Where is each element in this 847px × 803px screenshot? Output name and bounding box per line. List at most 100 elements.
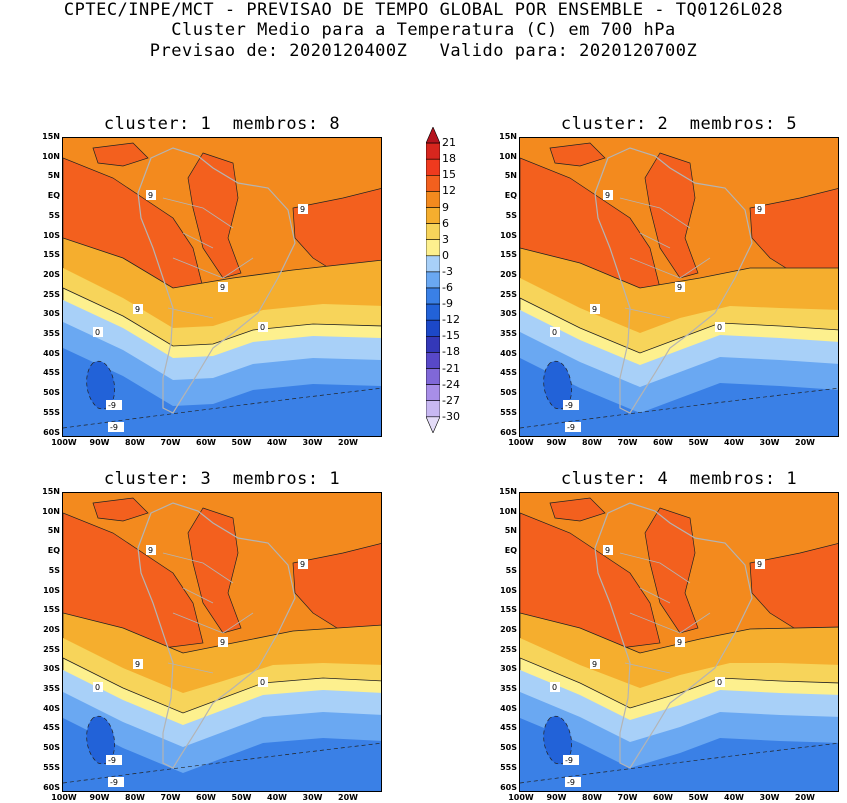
lat-tick-label: 15N [42, 132, 60, 141]
header-line-2: Cluster Medio para a Temperatura (C) em … [171, 20, 676, 40]
lat-tick-label: 15N [42, 487, 60, 496]
lat-tick-label: 10N [499, 506, 517, 516]
lon-tick-label: 20W [795, 793, 815, 802]
colorbar-tick-label: 15 [442, 168, 456, 182]
colorbar-swatch [426, 191, 440, 208]
svg-text:0: 0 [717, 678, 722, 687]
map-panel-4: 9 9 9 9 0 0 -9 -9 [519, 492, 839, 792]
lat-tick-label: 45S [500, 723, 517, 733]
lat-tick-label: 5N [504, 526, 517, 536]
lat-tick-label: 10S [500, 230, 517, 240]
lon-tick-label: 30W [759, 438, 780, 447]
lon-tick-label: 30W [759, 793, 780, 802]
colorbar-swatch [426, 352, 440, 369]
svg-text:-9: -9 [108, 756, 116, 765]
lon-tick-label: 70W [617, 438, 638, 447]
map-panel-1: 9 9 9 9 0 0 -9 -9 [62, 137, 382, 437]
colorbar-swatch [426, 271, 440, 289]
lat-tick-label: 10N [42, 506, 60, 516]
lat-tick-label: 15S [500, 250, 517, 260]
svg-text:9: 9 [300, 560, 305, 569]
lon-tick-label: 70W [617, 793, 638, 802]
lat-tick-label: 30S [43, 664, 60, 674]
colorbar-tick-label: 12 [442, 184, 456, 198]
svg-text:0: 0 [552, 683, 557, 692]
lat-tick-label: 30S [43, 309, 60, 319]
lon-tick-label: 80W [582, 438, 602, 447]
map-panel-2: 9 9 9 9 0 0 -9 -9 [519, 137, 839, 437]
svg-text:0: 0 [552, 328, 557, 337]
svg-text:0: 0 [717, 323, 722, 332]
lat-tick-label: 25S [500, 644, 517, 654]
svg-text:-9: -9 [110, 423, 118, 432]
colorbar-tick-label: -9 [442, 297, 453, 311]
lat-tick-label: 15N [499, 132, 517, 141]
colorbar-tick-label: -3 [442, 264, 453, 278]
lon-tick-label: 40W [267, 793, 287, 802]
colorbar-tick-label: -6 [442, 281, 453, 294]
colorbar-swatch [426, 255, 440, 273]
colorbar-tick-label: 18 [442, 152, 456, 166]
lat-tick-label: 30S [500, 309, 517, 319]
lat-tick-label: 25S [500, 289, 517, 299]
lat-tick-label: 30S [500, 664, 517, 674]
svg-text:9: 9 [677, 283, 682, 292]
colorbar-swatch [426, 319, 440, 337]
svg-text:9: 9 [757, 560, 762, 569]
lon-tick-label: 90W [546, 793, 567, 802]
colorbar-swatch [426, 142, 440, 160]
lat-tick-label: 55S [43, 762, 60, 772]
svg-text:0: 0 [95, 328, 100, 337]
panel-2-title: cluster: 2 membros: 5 [560, 114, 798, 134]
lat-tick-label: 55S [500, 407, 517, 417]
colorbar-tick-label: -21 [442, 361, 460, 375]
lon-tick-label: 100W [51, 793, 77, 802]
lon-tick-label: 50W [688, 793, 709, 802]
lon-tick-label: 80W [582, 793, 602, 802]
lon-tick-label: 50W [688, 438, 709, 447]
map-panel-3: 9 9 9 9 0 0 -9 -9 [62, 492, 382, 792]
lat-tick-label: EQ [504, 191, 517, 201]
lon-tick-label: 70W [160, 793, 181, 802]
lat-tick-label: 55S [500, 762, 517, 772]
lon-tick-label: 60W [653, 438, 673, 447]
colorbar-swatch [426, 127, 440, 144]
panel-4-title: cluster: 4 membros: 1 [560, 469, 798, 489]
header-line-1: CPTEC/INPE/MCT - PREVISAO DE TEMPO GLOBA… [63, 0, 784, 20]
svg-text:9: 9 [300, 205, 305, 214]
svg-text:-9: -9 [108, 401, 116, 410]
lat-tick-label: 35S [43, 329, 60, 338]
colorbar-tick-label: -30 [442, 409, 460, 423]
lon-tick-label: 20W [338, 793, 358, 802]
lat-tick-label: EQ [504, 546, 517, 556]
temperature-map-4: 9 9 9 9 0 0 -9 -9 [520, 493, 838, 791]
lat-tick-label: 5S [505, 565, 517, 575]
svg-text:9: 9 [677, 638, 682, 647]
lat-tick-label: 15S [500, 605, 517, 615]
lat-tick-label: 40S [43, 703, 60, 713]
lon-tick-label: 20W [338, 438, 358, 447]
lat-tick-label: 45S [43, 368, 60, 378]
lat-tick-label: 55S [43, 407, 60, 417]
lat-tick-label: 5S [48, 210, 60, 220]
lat-tick-label: 45S [500, 368, 517, 378]
colorbar-swatch [426, 239, 440, 257]
colorbar-swatch [426, 303, 440, 321]
lat-tick-label: 10N [42, 151, 60, 161]
colorbar-tick-label: 9 [442, 200, 449, 214]
colorbar-graphic [426, 127, 440, 433]
svg-text:-9: -9 [567, 778, 575, 787]
svg-text:9: 9 [757, 205, 762, 214]
lon-tick-label: 80W [125, 793, 145, 802]
lat-tick-label: 5N [47, 171, 60, 181]
panel-3-title: cluster: 3 membros: 1 [103, 469, 341, 489]
temperature-map-3: 9 9 9 9 0 0 -9 -9 [63, 493, 381, 791]
lon-tick-label: 60W [196, 438, 216, 447]
svg-text:-9: -9 [565, 401, 573, 410]
lat-tick-label: 10S [500, 585, 517, 595]
lat-tick-label: 50S [43, 388, 60, 398]
svg-text:0: 0 [260, 678, 265, 687]
lat-tick-label: 15N [499, 487, 517, 496]
lon-tick-label: 50W [231, 793, 252, 802]
colorbar-swatch [426, 416, 440, 433]
